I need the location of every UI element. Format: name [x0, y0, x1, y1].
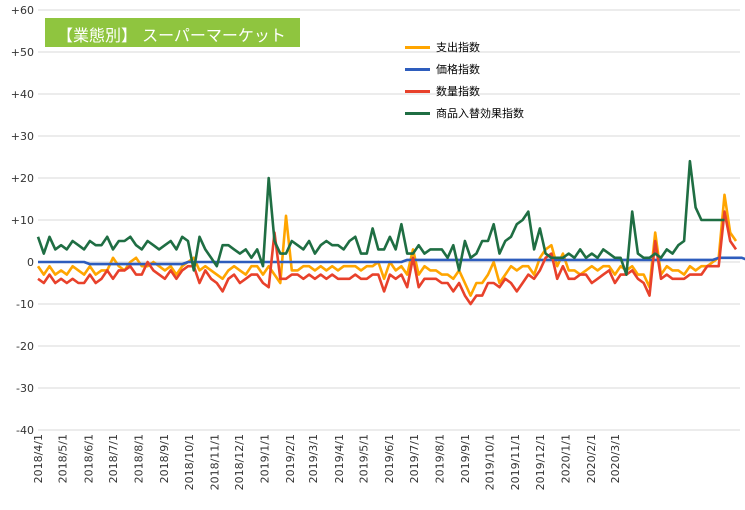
y-tick-label: +40 — [11, 88, 34, 101]
legend-item-price: 価格指数 — [405, 58, 540, 80]
x-tick-label: 2019/9/1 — [459, 434, 472, 483]
legend-label-price: 価格指数 — [436, 63, 480, 76]
x-tick-label: 2018/8/1 — [133, 434, 146, 483]
legend-item-product-replacement: 商品入替効果指数 — [405, 102, 540, 124]
y-tick-label: +20 — [11, 172, 34, 185]
x-tick-label: 2019/11/1 — [509, 434, 522, 490]
y-tick-label: 0 — [27, 256, 34, 269]
legend-label-quantity: 数量指数 — [436, 85, 480, 98]
x-tick-label: 2018/9/1 — [158, 434, 171, 483]
legend-label-product-replacement: 商品入替効果指数 — [436, 107, 524, 120]
x-tick-label: 2018/5/1 — [57, 434, 70, 483]
series-line-product-replacement — [36, 159, 725, 276]
x-tick-label: 2019/8/1 — [433, 434, 446, 483]
x-tick-label: 2018/10/1 — [183, 434, 196, 490]
series-lines — [36, 159, 745, 306]
y-axis-tick-labels: +60 +50 +40 +30 +20 +10 0 -10 -20 -30 -40 — [11, 4, 34, 437]
x-tick-label: 2020/3/1 — [609, 434, 622, 483]
y-tick-label: +10 — [11, 214, 34, 227]
x-tick-label: 2019/12/1 — [534, 434, 547, 490]
y-tick-label: +30 — [11, 130, 34, 143]
series-line-spending — [36, 193, 738, 297]
legend-swatch-spending — [405, 45, 430, 49]
series-line-quantity — [37, 210, 738, 306]
legend-swatch-quantity — [405, 89, 430, 93]
x-tick-label: 2019/1/1 — [259, 434, 272, 483]
y-tick-label: -40 — [16, 424, 34, 437]
x-tick-label: 2019/5/1 — [358, 434, 371, 483]
series-line-price — [38, 256, 745, 266]
x-tick-label: 2018/11/1 — [208, 434, 221, 490]
x-tick-label: 2018/12/1 — [233, 434, 246, 490]
legend-swatch-price — [405, 67, 430, 71]
legend-item-quantity: 数量指数 — [405, 80, 540, 102]
x-tick-label: 2020/2/1 — [585, 434, 598, 483]
x-tick-label: 2019/7/1 — [408, 434, 421, 483]
legend-swatch-product-replacement — [405, 111, 430, 115]
x-tick-label: 2019/2/1 — [284, 434, 297, 483]
x-tick-label: 2020/1/1 — [559, 434, 572, 483]
x-tick-label: 2018/6/1 — [82, 434, 95, 483]
y-tick-label: -20 — [16, 340, 34, 353]
x-tick-label: 2018/7/1 — [107, 434, 120, 483]
x-tick-label: 2019/6/1 — [383, 434, 396, 483]
x-axis-tick-labels: 2018/4/1 2018/5/1 2018/6/1 2018/7/1 2018/8/1… — [32, 434, 622, 490]
x-tick-label: 2019/3/1 — [307, 434, 320, 483]
y-tick-label: -10 — [16, 298, 34, 311]
x-tick-label: 2019/10/1 — [484, 434, 497, 490]
grid-lines — [38, 9, 740, 431]
y-tick-label: +50 — [11, 46, 34, 59]
chart-title: 【業態別】 スーパーマーケット — [45, 18, 300, 47]
chart-legend: 支出指数 価格指数 数量指数 商品入替効果指数 — [405, 36, 540, 124]
y-tick-label: -30 — [16, 382, 34, 395]
y-tick-label: +60 — [11, 4, 34, 17]
x-tick-label: 2019/4/1 — [333, 434, 346, 483]
legend-item-spending: 支出指数 — [405, 36, 540, 58]
legend-label-spending: 支出指数 — [436, 41, 480, 54]
x-tick-label: 2018/4/1 — [32, 434, 45, 483]
